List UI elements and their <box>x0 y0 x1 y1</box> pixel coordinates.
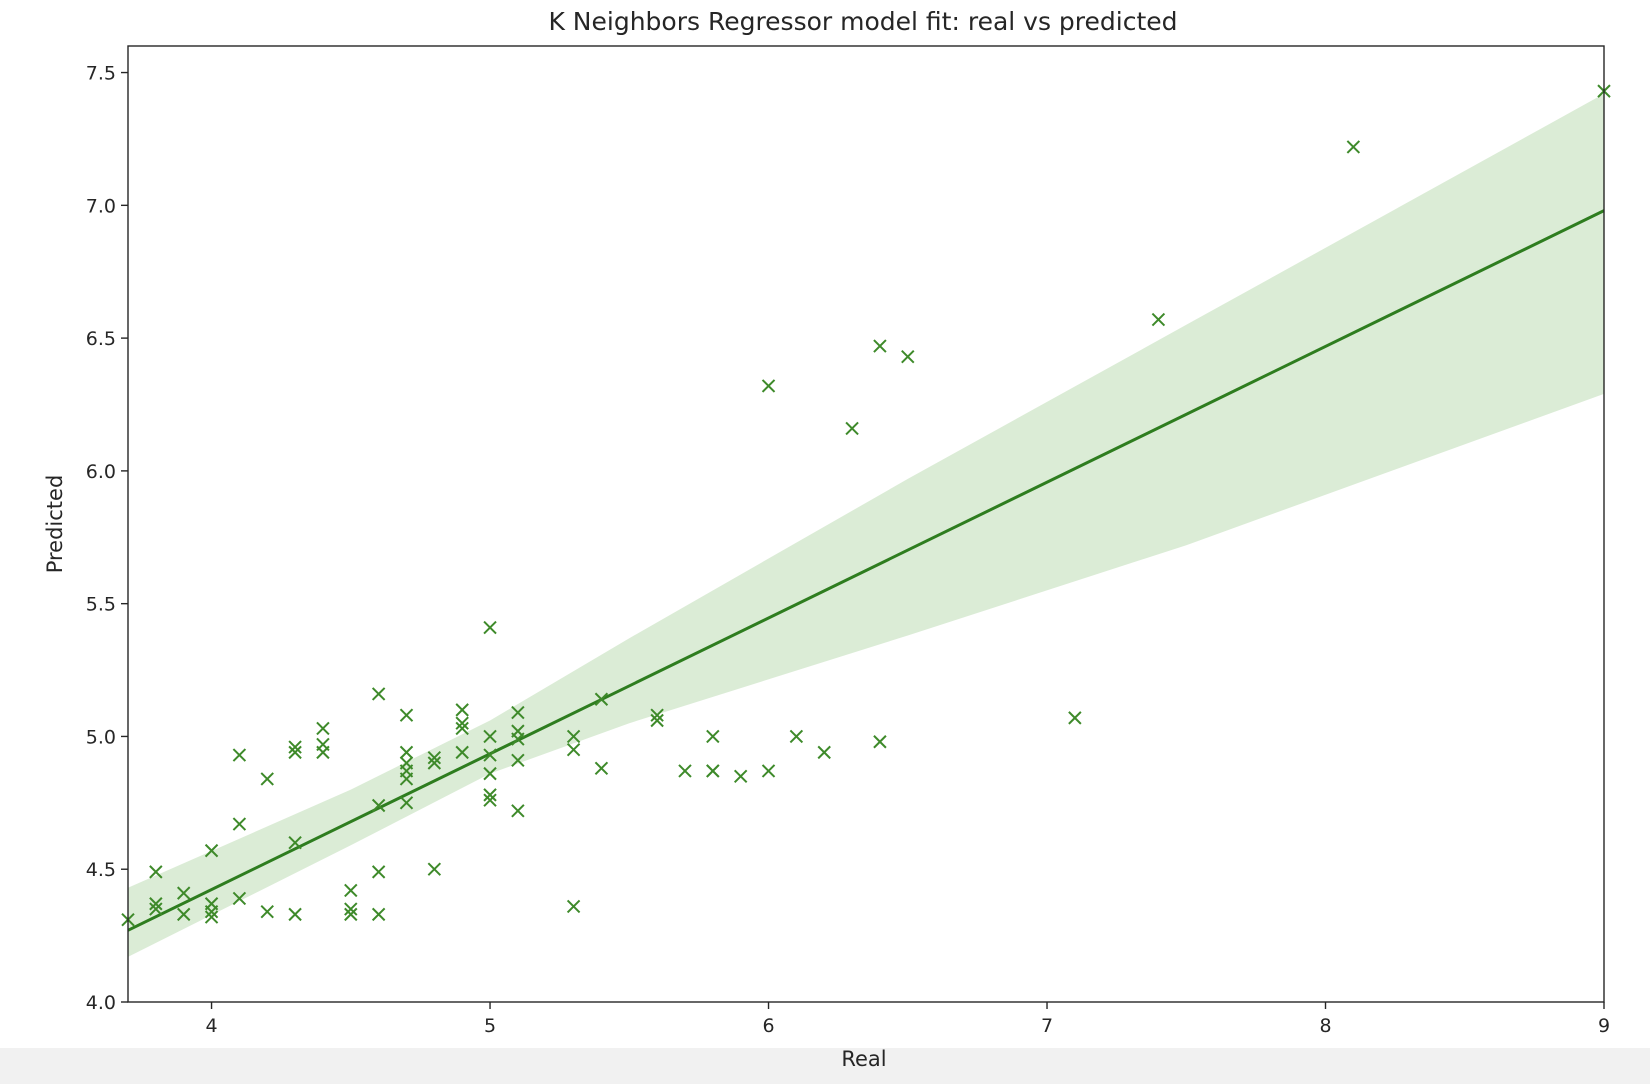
data-point <box>371 798 386 813</box>
chart-title: K Neighbors Regressor model fit: real vs… <box>548 7 1177 36</box>
data-point <box>483 748 497 762</box>
regression-line-layer <box>127 209 1605 932</box>
y-tick-label: 6.5 <box>86 328 116 350</box>
y-tick-label: 7.5 <box>86 63 116 85</box>
x-tick-label: 6 <box>762 1015 774 1037</box>
data-point <box>761 764 776 778</box>
data-point <box>427 750 442 765</box>
data-point <box>204 910 219 924</box>
data-point <box>873 339 887 353</box>
y-tick-label: 7.0 <box>86 195 116 217</box>
data-point <box>149 865 163 879</box>
data-point <box>204 843 219 858</box>
data-point <box>678 764 692 778</box>
data-point <box>845 421 859 436</box>
data-point <box>316 721 330 736</box>
x-axis-ticks: 4 5 6 7 8 9 <box>206 1002 1610 1037</box>
plot-frame <box>127 45 1605 1003</box>
data-point <box>761 379 776 393</box>
y-axis-label: Predicted <box>43 475 67 574</box>
data-point <box>288 835 302 850</box>
data-point <box>427 756 442 770</box>
data-point <box>873 735 887 749</box>
data-point <box>455 716 469 730</box>
data-point <box>455 721 469 736</box>
x-tick-label: 4 <box>206 1015 218 1037</box>
x-tick-label: 7 <box>1041 1015 1053 1037</box>
data-point <box>371 865 386 879</box>
data-point <box>706 729 720 744</box>
data-point <box>399 708 414 722</box>
data-point <box>149 902 163 916</box>
data-point <box>1068 711 1082 725</box>
data-point <box>232 891 247 906</box>
data-point <box>344 907 358 922</box>
data-point <box>149 897 163 911</box>
data-point <box>316 745 330 760</box>
data-point <box>566 899 581 914</box>
data-point <box>260 905 274 919</box>
x-tick-label: 9 <box>1598 1015 1610 1037</box>
data-point <box>706 764 720 778</box>
data-point <box>789 729 804 744</box>
data-point <box>511 753 525 768</box>
x-tick-label: 8 <box>1319 1015 1331 1037</box>
data-point <box>566 729 581 744</box>
data-point <box>650 708 664 722</box>
confidence-band-layer <box>128 93 1604 957</box>
data-point <box>260 772 274 786</box>
y-tick-label: 6.0 <box>86 461 116 483</box>
data-point <box>288 745 302 760</box>
data-point <box>733 769 748 783</box>
data-point <box>371 687 386 701</box>
data-point <box>483 793 497 807</box>
data-point <box>176 907 191 922</box>
data-point <box>483 620 497 635</box>
data-point <box>1346 140 1361 154</box>
data-point <box>399 796 414 810</box>
x-tick-label: 5 <box>484 1015 496 1037</box>
data-point <box>288 907 302 922</box>
confidence-band <box>128 93 1604 957</box>
data-point <box>455 745 469 760</box>
data-point <box>399 772 414 786</box>
data-point <box>1151 312 1166 327</box>
bottom-strip <box>0 1048 1650 1084</box>
data-point <box>511 705 525 720</box>
data-point <box>232 817 247 831</box>
data-points-layer <box>121 84 1611 927</box>
data-point <box>176 886 191 900</box>
y-tick-label: 4.0 <box>86 992 116 1014</box>
data-point <box>204 905 219 919</box>
data-point <box>427 862 442 876</box>
data-point <box>566 743 581 757</box>
data-point <box>483 729 497 744</box>
y-axis-ticks: 4.0 4.5 5.0 5.5 6.0 6.5 7.0 7.5 <box>86 63 128 1014</box>
data-point <box>288 740 302 754</box>
data-point <box>483 766 497 781</box>
y-tick-label: 4.5 <box>86 859 116 881</box>
data-point <box>511 804 525 818</box>
data-point <box>817 745 831 760</box>
data-point <box>483 788 497 802</box>
data-point <box>344 902 358 916</box>
x-axis-label: Real <box>841 1047 886 1071</box>
regression-line <box>127 209 1605 932</box>
y-tick-label: 5.5 <box>86 594 116 616</box>
data-point <box>511 732 525 746</box>
data-point <box>901 349 915 364</box>
y-tick-label: 5.0 <box>86 726 116 748</box>
data-point <box>594 692 609 706</box>
data-point <box>232 748 247 762</box>
data-point <box>594 761 609 776</box>
data-point <box>371 907 386 922</box>
data-point <box>399 745 414 760</box>
data-point <box>455 703 469 717</box>
data-point <box>650 713 664 728</box>
data-point <box>344 883 358 898</box>
